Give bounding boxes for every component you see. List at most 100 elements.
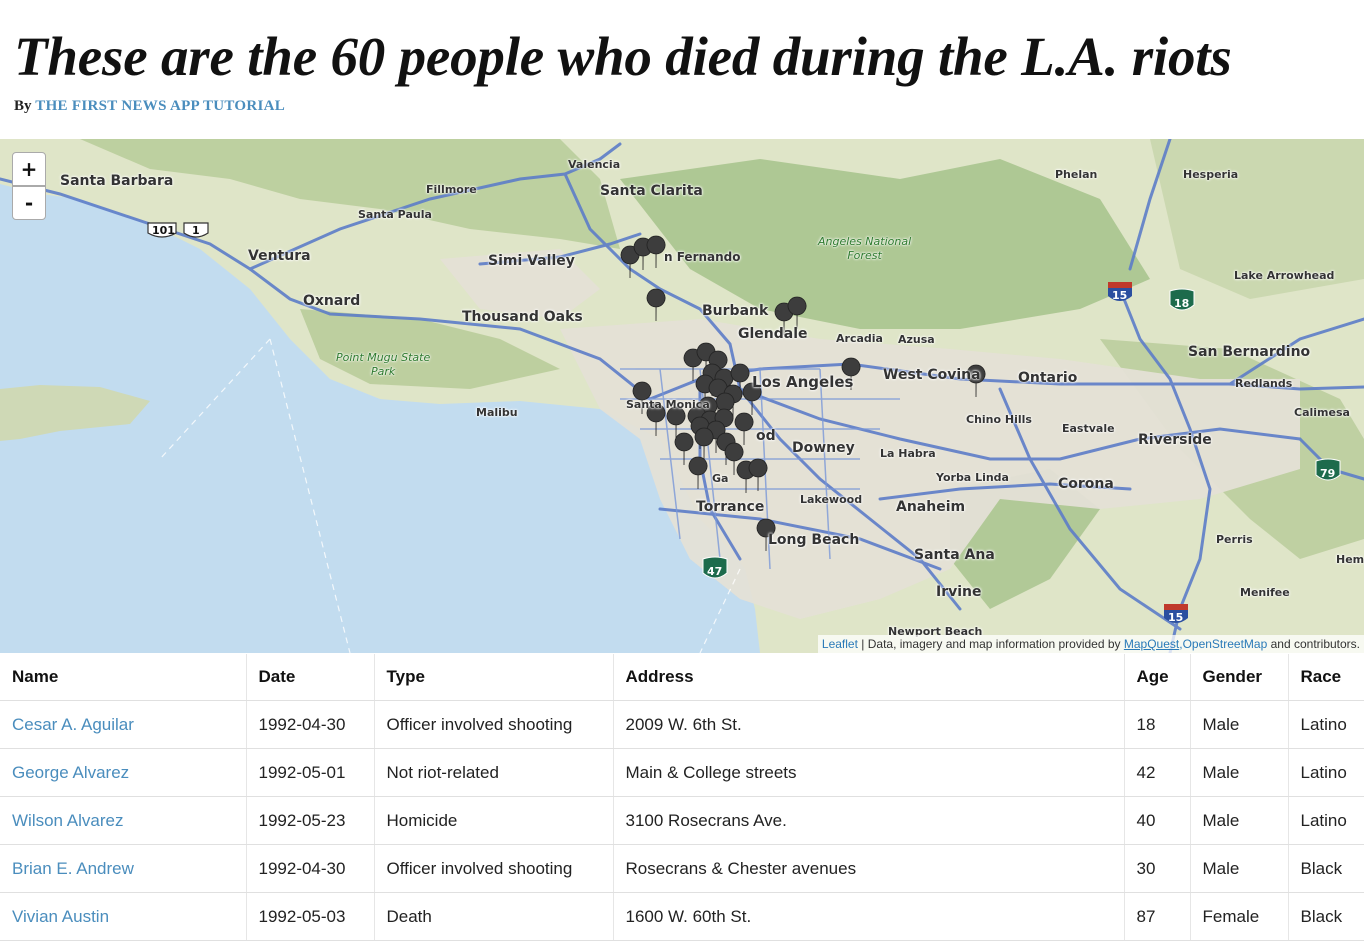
label-downey: Downey (792, 440, 855, 456)
table-row: Brian E. Andrew 1992-04-30 Officer invol… (0, 844, 1364, 893)
death-markers (620, 235, 986, 552)
label-perris: Perris (1216, 533, 1253, 546)
victim-race: Black (1287, 892, 1364, 941)
mapquest-link[interactable]: MapQuest (1123, 637, 1180, 651)
label-chino-hills: Chino Hills (966, 413, 1032, 426)
label-redlands: Redlands (1235, 377, 1293, 390)
victim-gender: Male (1189, 748, 1288, 797)
victim-date: 1992-05-23 (245, 796, 374, 845)
byline: By The First News App Tutorial (14, 98, 285, 115)
victim-address: Rosecrans & Chester avenues (612, 844, 1124, 893)
label-gardena: Ga (712, 472, 729, 485)
column-header-type[interactable]: Type (373, 654, 613, 701)
table-header-row: Name Date Type Address Age Gender Race (0, 654, 1364, 701)
map-base-tiles (0, 139, 1364, 653)
highway-shields (147, 222, 1341, 623)
attribution-text: | Data, imagery and map information prov… (857, 637, 1124, 651)
victim-name-link[interactable]: Vivian Austin (12, 906, 110, 926)
victim-age: 42 (1123, 748, 1190, 797)
label-hesperia: Hesperia (1183, 168, 1239, 181)
victim-name-link[interactable]: Brian E. Andrew (12, 858, 134, 878)
label-eastvale: Eastvale (1062, 422, 1115, 435)
label-valencia: Valencia (568, 158, 621, 171)
column-header-date[interactable]: Date (245, 654, 374, 701)
zoom-out-button[interactable]: - (12, 186, 46, 220)
victim-address: 1600 W. 60th St. (612, 892, 1124, 941)
label-los-angeles: Los Angeles (752, 373, 854, 391)
zoom-in-button[interactable]: + (12, 152, 46, 186)
victim-type: Officer involved shooting (373, 844, 613, 893)
table-row: Wilson Alvarez 1992-05-23 Homicide 3100 … (0, 796, 1364, 845)
label-santa-ana: Santa Ana (914, 547, 995, 563)
label-santa-barbara: Santa Barbara (60, 173, 174, 189)
label-anaheim: Anaheim (896, 499, 966, 515)
label-calimesa: Calimesa (1294, 406, 1350, 419)
attribution-comma: , (1179, 637, 1183, 651)
victim-date: 1992-04-30 (245, 844, 374, 893)
label-point-mugu: Point Mugu State Park (336, 351, 431, 378)
victim-name-link[interactable]: Cesar A. Aguilar (12, 714, 134, 734)
label-menifee: Menifee (1240, 586, 1290, 599)
shield-ca1: 1 (192, 224, 200, 237)
island (0, 385, 150, 441)
victim-address: Main & College streets (612, 748, 1124, 797)
victim-name-link[interactable]: George Alvarez (12, 762, 130, 782)
label-torrance: Torrance (696, 499, 765, 515)
victim-race: Black (1287, 844, 1364, 893)
column-header-gender[interactable]: Gender (1189, 654, 1288, 701)
label-west-covina: West Covina (883, 367, 981, 383)
column-header-race[interactable]: Race (1287, 654, 1364, 701)
column-header-age[interactable]: Age (1123, 654, 1190, 701)
table-row: Cesar A. Aguilar 1992-04-30 Officer invo… (0, 700, 1364, 749)
label-azusa: Azusa (898, 333, 935, 346)
label-arcadia: Arcadia (836, 332, 883, 345)
page-title: These are the 60 people who died during … (14, 26, 1232, 87)
label-corona: Corona (1058, 476, 1114, 492)
byline-link[interactable]: The First News App Tutorial (35, 98, 286, 114)
victim-gender: Female (1189, 892, 1288, 941)
victim-race: Latino (1287, 700, 1364, 749)
label-santa-paula: Santa Paula (358, 208, 432, 221)
victim-type: Not riot-related (373, 748, 613, 797)
victim-date: 1992-05-03 (245, 892, 374, 941)
table-row: Vivian Austin 1992-05-03 Death 1600 W. 6… (0, 892, 1364, 941)
shield-ca18: 18 (1174, 297, 1190, 310)
shield-i15-south: 15 (1168, 611, 1184, 624)
osm-link[interactable]: OpenStreetMap (1182, 637, 1268, 651)
label-la-habra: La Habra (880, 447, 936, 460)
label-inglewood: od (756, 428, 776, 444)
column-header-name[interactable]: Name (0, 654, 246, 701)
victim-age: 30 (1123, 844, 1190, 893)
victim-type: Homicide (373, 796, 613, 845)
victim-race: Latino (1287, 748, 1364, 797)
victim-date: 1992-04-30 (245, 700, 374, 749)
victims-table: Name Date Type Address Age Gender Race C… (0, 654, 1364, 941)
label-long-beach: Long Beach (768, 532, 860, 548)
byline-prefix: By (14, 98, 32, 114)
map[interactable]: 101 1 15 15 18 79 47 Santa Barbara Valen… (0, 139, 1364, 653)
label-riverside: Riverside (1138, 432, 1212, 448)
label-burbank: Burbank (702, 303, 769, 319)
victim-race: Latino (1287, 796, 1364, 845)
table-row: George Alvarez 1992-05-01 Not riot-relat… (0, 748, 1364, 797)
victim-gender: Male (1189, 796, 1288, 845)
victim-name-link[interactable]: Wilson Alvarez (12, 810, 124, 830)
column-header-address[interactable]: Address (612, 654, 1124, 701)
label-newport-beach: Newport Beach (888, 625, 983, 638)
label-lake-arrowhead: Lake Arrowhead (1234, 269, 1335, 282)
label-yorba-linda: Yorba Linda (936, 471, 1009, 484)
victim-type: Officer involved shooting (373, 700, 613, 749)
label-hemet: Hem (1336, 553, 1364, 566)
map-attribution: Leaflet | Data, imagery and map informat… (817, 635, 1364, 653)
label-oxnard: Oxnard (303, 293, 361, 309)
victim-address: 2009 W. 6th St. (612, 700, 1124, 749)
victim-date: 1992-05-01 (245, 748, 374, 797)
label-angeles-forest: Angeles National Forest (818, 235, 912, 262)
label-phelan: Phelan (1055, 168, 1098, 181)
label-thousand-oaks: Thousand Oaks (462, 309, 583, 325)
label-glendale: Glendale (738, 326, 808, 342)
label-san-fernando: n Fernando (664, 250, 741, 264)
victim-age: 87 (1123, 892, 1190, 941)
leaflet-link[interactable]: Leaflet (821, 637, 858, 651)
victim-gender: Male (1189, 700, 1288, 749)
